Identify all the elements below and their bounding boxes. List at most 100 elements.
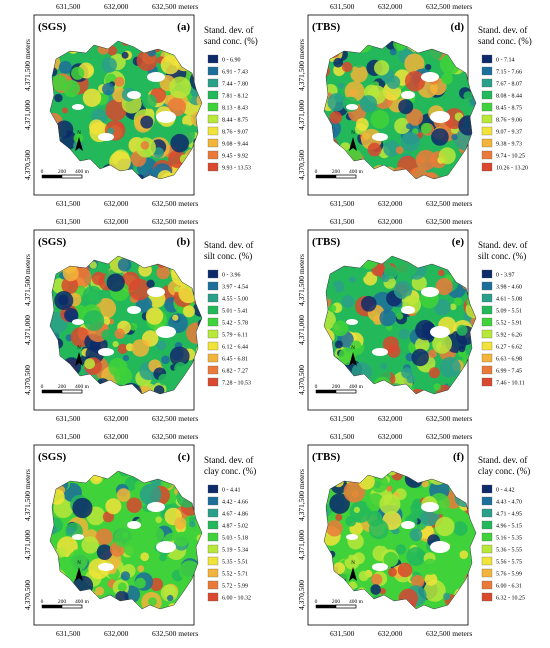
legend-swatch (207, 66, 219, 76)
legend-swatch (207, 544, 219, 554)
legend-class-label: 3.97 - 4.54 (222, 285, 248, 291)
x-tick-label-top: 631,500 (56, 2, 81, 11)
legend-class-label: 3.98 - 4.60 (496, 285, 522, 291)
legend-class-label: 6.63 - 6.98 (496, 357, 522, 363)
legend-class-label: 5.35 - 5.51 (222, 560, 248, 566)
legend-class-label: 5.92 - 6.26 (496, 333, 522, 339)
legend-swatch (481, 353, 493, 363)
legend-class-label: 0 - 4.42 (496, 488, 515, 494)
legend-swatch (207, 484, 219, 494)
panel-letter: (a) (177, 21, 190, 33)
legend-class-label: 4.67 - 4.86 (222, 512, 248, 518)
legend-class-label: 6.00 - 6.31 (496, 584, 522, 590)
north-arrow-icon: N (75, 561, 83, 581)
x-tick-label-top: 631,500 (330, 217, 355, 226)
legend-class-label: 6.27 - 6.62 (496, 345, 522, 351)
y-tick-label: 4,371,500 meters (297, 39, 306, 91)
legend-swatch (207, 90, 219, 100)
scale-bar-label: 200 (58, 169, 67, 175)
scale-bar: 0 200 400 m (315, 599, 364, 609)
y-tick-label: 4,370,500 (297, 365, 306, 395)
scale-bar-label: 200 (332, 384, 341, 390)
scale-bar-label: 400 m (75, 599, 90, 605)
y-tick-label: 4,371,000 (23, 315, 32, 345)
scale-bar-label: 400 m (75, 384, 90, 390)
scale-bar: 0 200 400 m (41, 384, 90, 394)
x-tick-label-bottom: 632,500 meters (426, 629, 472, 638)
scale-bar: 0 200 400 m (41, 169, 90, 179)
legend-class-label: 6.12 - 6.44 (222, 345, 248, 351)
legend-title: Stand. dev. of (478, 455, 527, 465)
y-tick-label: 4,371,500 meters (23, 254, 32, 306)
legend-swatch (481, 520, 493, 530)
y-tick-label: 4,371,000 (297, 530, 306, 560)
scale-bar: 0 200 400 m (41, 599, 90, 609)
scale-bar-label: 200 (332, 169, 341, 175)
legend-title: silt conc. (%) (478, 251, 526, 261)
method-label: (SGS) (38, 451, 66, 463)
legend-swatch (481, 508, 493, 518)
legend-swatch (207, 592, 219, 602)
legend-class-label: 0 - 6.90 (222, 58, 241, 64)
legend-class-label: 0 - 4.41 (222, 488, 241, 494)
legend-class-label: 5.79 - 6.11 (222, 333, 248, 339)
legend-swatch (207, 78, 219, 88)
legend-class-label: 0 - 3.96 (222, 273, 241, 279)
map-panel-e: 631,500 632,000 632,500 meters 631,500 632,0… (297, 217, 527, 423)
x-tick-label-top: 632,000 (104, 217, 129, 226)
legend-swatch (481, 580, 493, 590)
scale-bar-label: 200 (58, 599, 67, 605)
legend-class-label: 5.56 - 5.75 (496, 560, 522, 566)
legend-swatch (207, 150, 219, 160)
legend-class-label: 9.08 - 9.44 (222, 142, 248, 148)
y-tick-label: 4,371,500 meters (23, 39, 32, 91)
legend-swatch (481, 293, 493, 303)
x-tick-label-bottom: 631,500 (330, 199, 355, 208)
legend-swatch (481, 66, 493, 76)
legend-class-label: 8.45 - 8.75 (496, 106, 522, 112)
panel-letter: (d) (451, 21, 465, 33)
legend-class-label: 5.01 - 5.41 (222, 309, 248, 315)
legend-swatch (207, 114, 219, 124)
x-tick-label-bottom: 632,000 (104, 199, 129, 208)
legend-class-label: 4.61 - 5.08 (496, 297, 522, 303)
legend-swatch (481, 90, 493, 100)
y-tick-label: 4,371,000 (23, 100, 32, 130)
legend-class-label: 4.43 - 4.70 (496, 500, 522, 506)
panel-letter: (e) (452, 236, 465, 248)
method-label: (SGS) (38, 21, 66, 33)
x-tick-label-bottom: 632,500 meters (426, 199, 472, 208)
legend-class-label: 4.87 - 5.02 (222, 524, 248, 530)
legend-class-label: 7.81 - 8.12 (222, 94, 248, 100)
x-tick-label-top: 632,000 (104, 2, 129, 11)
north-label: N (351, 131, 355, 136)
x-tick-label-top: 632,000 (378, 432, 403, 441)
legend-class-label: 9.38 - 9.73 (496, 142, 522, 148)
x-tick-label-bottom: 631,500 (56, 629, 81, 638)
north-label: N (77, 561, 81, 566)
legend-swatch (481, 317, 493, 327)
legend-class-label: 8.08 - 8.44 (496, 94, 522, 100)
x-tick-label-bottom: 632,500 meters (152, 199, 198, 208)
scale-bar-label: 200 (58, 384, 67, 390)
legend-class-label: 6.91 - 7.43 (222, 70, 248, 76)
legend-class-label: 0 - 3.97 (496, 273, 515, 279)
x-tick-label-top: 632,500 meters (426, 2, 472, 11)
y-tick-label: 4,370,500 (23, 580, 32, 610)
legend-class-label: 7.46 - 10.11 (496, 381, 525, 387)
legend-swatch (481, 592, 493, 602)
legend-class-label: 9.74 - 10.25 (496, 154, 525, 160)
legend-swatch (481, 544, 493, 554)
legend-swatch (481, 568, 493, 578)
legend-title: Stand. dev. of (478, 240, 527, 250)
legend-class-label: 8.76 - 9.07 (222, 130, 248, 136)
map-panel-d: 631,500 632,000 632,500 meters 631,500 632,0… (297, 2, 532, 208)
legend-swatch (481, 365, 493, 375)
legend-swatch (207, 126, 219, 136)
x-tick-label-bottom: 631,500 (56, 414, 81, 423)
